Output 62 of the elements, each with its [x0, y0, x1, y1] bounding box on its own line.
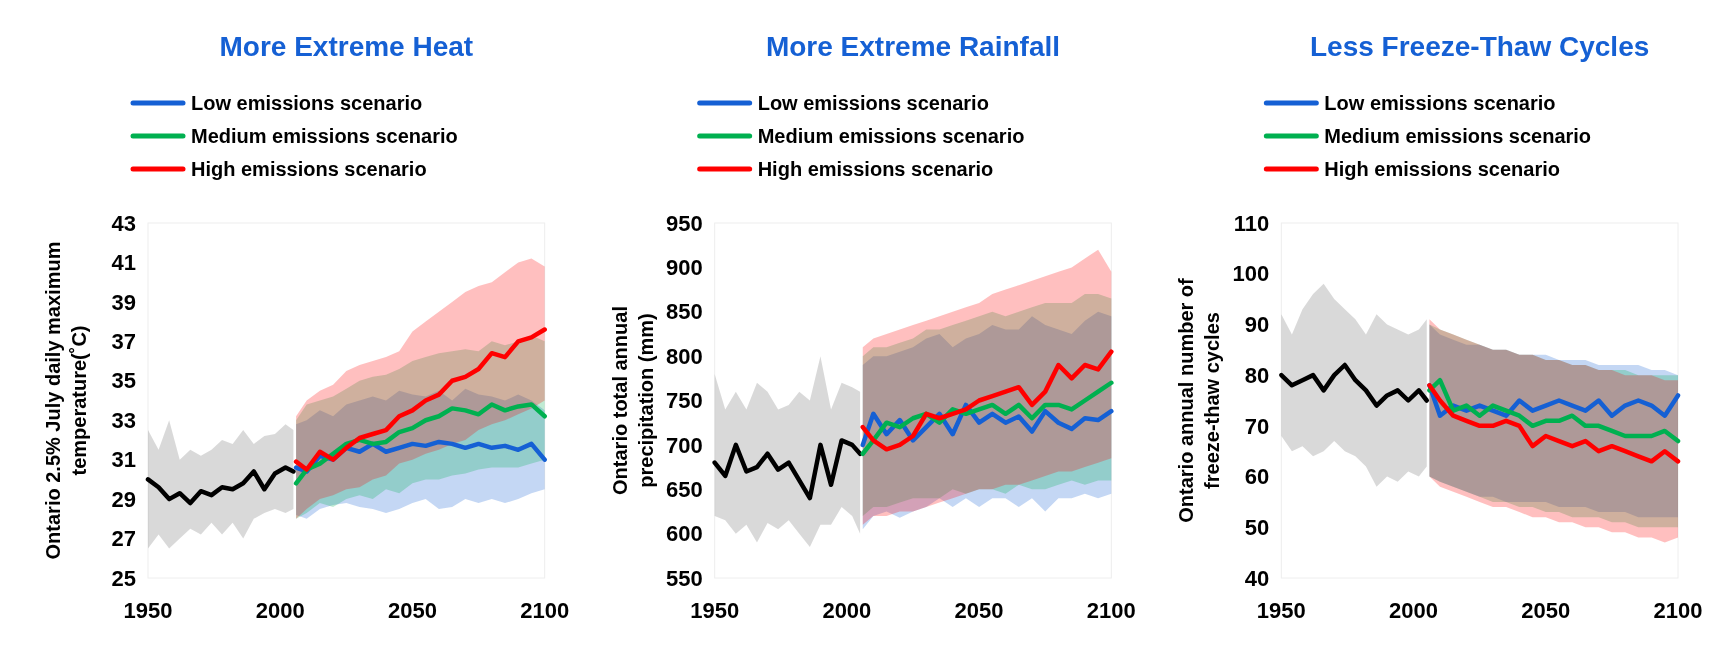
x-tick-label: 2050	[954, 598, 1004, 623]
x-tick-label: 2000	[1389, 598, 1439, 623]
line-series	[145, 465, 296, 506]
line-series	[293, 402, 547, 486]
legend-label: High emissions scenario	[191, 158, 427, 180]
y-tick-label: 29	[111, 486, 136, 512]
y-tick-label: 600	[665, 521, 703, 547]
y-tick-label: 40	[1244, 565, 1270, 591]
y-tick-label: 900	[665, 255, 703, 281]
chart-title: More Extreme Rainfall	[765, 31, 1061, 62]
y-tick-label: 31	[111, 447, 136, 473]
legend-label: Medium emissions scenario	[757, 125, 1025, 147]
x-tick-label: 1950	[1256, 598, 1306, 623]
y-tick-label: 39	[111, 289, 136, 315]
y-tick-label: 800	[665, 343, 703, 369]
line-series	[1427, 377, 1681, 444]
legend-label: Medium emissions scenario	[1324, 125, 1592, 147]
x-tick-label: 2100	[1086, 598, 1136, 623]
y-tick-label: 550	[665, 565, 703, 591]
y-tick-label: 43	[111, 210, 136, 236]
y-axis-title: Ontario total annual precipitation (mm)	[608, 306, 657, 495]
legend-label: Low emissions scenario	[191, 92, 423, 114]
legend-label: Medium emissions scenario	[191, 125, 458, 147]
y-tick-label: 70	[1244, 413, 1270, 439]
y-tick-label: 33	[111, 407, 136, 433]
y-tick-label: 100	[1232, 261, 1270, 287]
x-tick-label: 1950	[123, 598, 173, 623]
chart-title: Less Freeze-Thaw Cycles	[1310, 31, 1650, 62]
y-tick-label: 25	[111, 565, 136, 591]
y-axis-title: Ontario 2.5% July daily maximum temperature(˚C)	[42, 241, 90, 560]
x-tick-label: 2050	[1521, 598, 1571, 623]
y-tick-label: 700	[665, 432, 703, 458]
line-series	[1279, 362, 1430, 408]
y-tick-label: 110	[1233, 210, 1270, 236]
x-tick-label: 2100	[1653, 598, 1703, 623]
y-tick-label: 650	[665, 476, 703, 502]
y-tick-label: 50	[1244, 514, 1270, 540]
y-tick-label: 80	[1244, 362, 1270, 388]
y-tick-label: 90	[1244, 312, 1270, 338]
x-tick-label: 2050	[387, 598, 437, 623]
line-series	[712, 438, 863, 501]
y-axis-title: Ontario annual number of freeze-thaw cycles	[1175, 277, 1224, 523]
y-tick-label: 27	[111, 526, 136, 552]
legend-label: High emissions scenario	[757, 158, 994, 180]
legend-label: High emissions scenario	[1324, 158, 1560, 180]
y-tick-label: 950	[665, 210, 703, 236]
x-tick-label: 2100	[520, 598, 570, 623]
chart-title: More Extreme Heat	[219, 31, 474, 62]
x-tick-label: 2000	[822, 598, 872, 623]
legend-label: Low emissions scenario	[1324, 92, 1556, 114]
line-series	[860, 349, 1114, 452]
y-tick-label: 850	[665, 299, 703, 325]
legend-label: Low emissions scenario	[757, 92, 989, 114]
line-series	[293, 327, 547, 472]
x-tick-label: 2000	[255, 598, 305, 623]
line-series	[1427, 383, 1681, 464]
y-tick-label: 35	[111, 368, 136, 394]
y-tick-label: 750	[665, 388, 703, 414]
y-tick-label: 37	[111, 329, 136, 355]
x-tick-label: 1950	[690, 598, 740, 623]
y-tick-label: 41	[111, 250, 136, 276]
y-tick-label: 60	[1244, 464, 1270, 490]
